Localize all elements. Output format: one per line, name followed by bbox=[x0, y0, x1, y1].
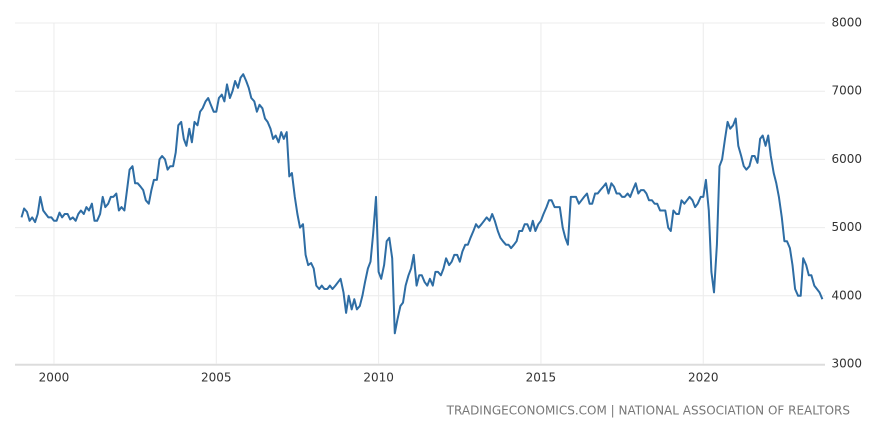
source: TRADINGECONOMICS.COM | NATIONAL ASSOCIAT… bbox=[446, 404, 850, 418]
y-tick-label: 7000 bbox=[831, 84, 862, 98]
x-tick-label: 2005 bbox=[201, 371, 232, 385]
y-tick-label: 4000 bbox=[831, 288, 862, 302]
y-tick-label: 6000 bbox=[831, 152, 862, 166]
x-tick-label: 2000 bbox=[39, 371, 70, 385]
y-tick-label: 8000 bbox=[831, 16, 862, 30]
x-tick-label: 2015 bbox=[526, 371, 557, 385]
line-series bbox=[20, 73, 824, 335]
x-tick-label: 2010 bbox=[363, 371, 394, 385]
x-tick-label: 2020 bbox=[688, 371, 719, 385]
y-tick-label: 3000 bbox=[831, 357, 862, 371]
y-tick-label: 5000 bbox=[831, 220, 862, 234]
